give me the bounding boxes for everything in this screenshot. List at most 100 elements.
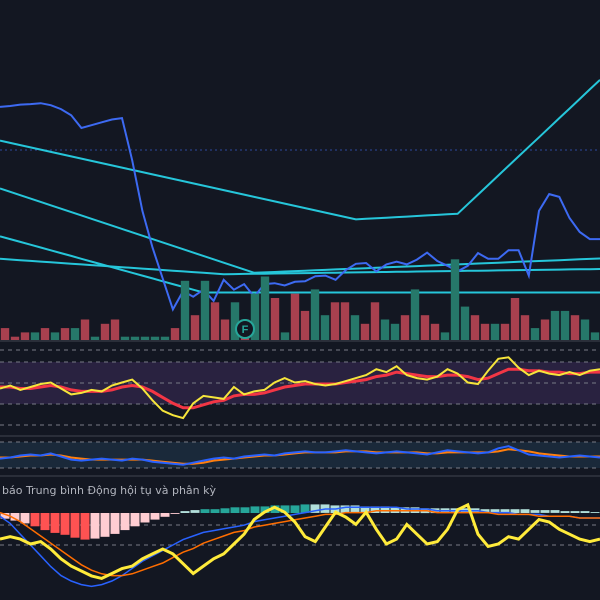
oscillator-line [0,502,600,580]
volume-bar [190,315,200,341]
price-line [0,102,600,312]
volume-bar [360,323,370,341]
volume-bar [110,319,120,341]
signal-line [0,510,600,577]
macd-histogram-bar [560,511,570,513]
macd-pane[interactable]: báo Trung bình Động hội tụ và phân kỳ [0,484,600,588]
macd-histogram-bar [580,511,590,513]
volume-bar [250,293,260,341]
volume-bar [220,319,230,341]
macd-histogram-bar [240,507,250,513]
macd-histogram-bar [70,513,80,538]
macd-histogram-bar [150,513,160,520]
event-marker-icon[interactable] [235,319,255,339]
volume-bar [350,315,360,341]
macd-histogram-bar [200,509,210,513]
macd-indicator-title[interactable]: báo Trung bình Động hội tụ và phân kỳ [2,484,216,497]
volume-bar [50,332,60,341]
macd-histogram-bar [210,509,220,513]
volume-bar [150,336,160,341]
volume-bar [470,315,480,341]
volume-bar [530,328,540,341]
volume-bar [70,328,80,341]
macd-histogram-bar [60,513,70,535]
macd-histogram-bar [510,509,520,513]
volume-bar [500,323,510,341]
macd-histogram-bar [130,513,140,527]
macd-histogram-bar [290,505,300,513]
macd-histogram-bar [100,513,110,537]
macd-histogram-bar [490,509,500,513]
volume-bar [340,302,350,341]
macd-histogram-bar [310,504,320,513]
macd-line [0,506,600,588]
macd-histogram-bar [300,504,310,513]
volume-bar [30,332,40,341]
volume-bar [20,332,30,341]
volume-bar [10,336,20,341]
volume-bar [310,289,320,341]
macd-histogram-bar [80,513,90,540]
macd-histogram-bar [360,506,370,513]
volume-bar [260,276,270,341]
macd-histogram-bar [480,509,490,513]
volume-bar [490,323,500,341]
volume-bar [40,328,50,341]
volume-bar [390,323,400,341]
volume-bar [580,319,590,341]
volume-bar [170,328,180,341]
macd-histogram-bar [590,512,600,513]
volume-bar [300,310,310,341]
volume-bar [430,323,440,341]
volume-bar [130,336,140,341]
macd-histogram-bar [380,506,390,513]
price-pane[interactable] [0,79,600,312]
stochastic-pane[interactable] [0,441,600,469]
macd-histogram-bar [20,513,30,524]
event-marker-label: F [242,324,249,336]
volume-bars [0,259,600,341]
macd-histogram-bar [110,513,120,534]
volume-bar [280,332,290,341]
macd-histogram-bar [120,513,130,531]
macd-histogram-bar [540,510,550,513]
macd-histogram-bar [220,508,230,514]
rsi-pane[interactable] [0,349,600,426]
macd-histogram-bar [570,511,580,513]
macd-histogram-bar [0,513,10,519]
macd-histogram-bar [90,513,100,539]
volume-bar [100,323,110,341]
volume-bar [80,319,90,341]
volume-bar [460,306,470,341]
volume-bar [120,336,130,341]
volume-bar [440,332,450,341]
macd-histogram-bar [50,513,60,533]
volume-bar [380,319,390,341]
volume-bar [290,293,300,341]
macd-histogram-bar [340,505,350,513]
volume-bar [200,280,210,341]
macd-histogram-bar [180,511,190,513]
macd-histogram-bar [40,513,50,531]
volume-bar [510,298,520,341]
event-marker[interactable]: F [235,319,255,339]
volume-bar [90,336,100,341]
volume-bar [480,323,490,341]
volume-bar [60,328,70,341]
stochastic-fast-line [0,445,600,466]
macd-histogram-bar [10,513,20,521]
macd-histogram-bar [530,510,540,513]
volume-bar [270,298,280,341]
volume-bar [0,328,10,341]
volume-bar [550,310,560,341]
macd-histogram-bar [30,513,40,527]
volume-bar [450,259,460,341]
macd-histogram-bar [520,509,530,513]
volume-bar [230,302,240,341]
volume-bar [320,315,330,341]
moving-average-line-1 [0,79,600,221]
volume-bar [540,319,550,341]
